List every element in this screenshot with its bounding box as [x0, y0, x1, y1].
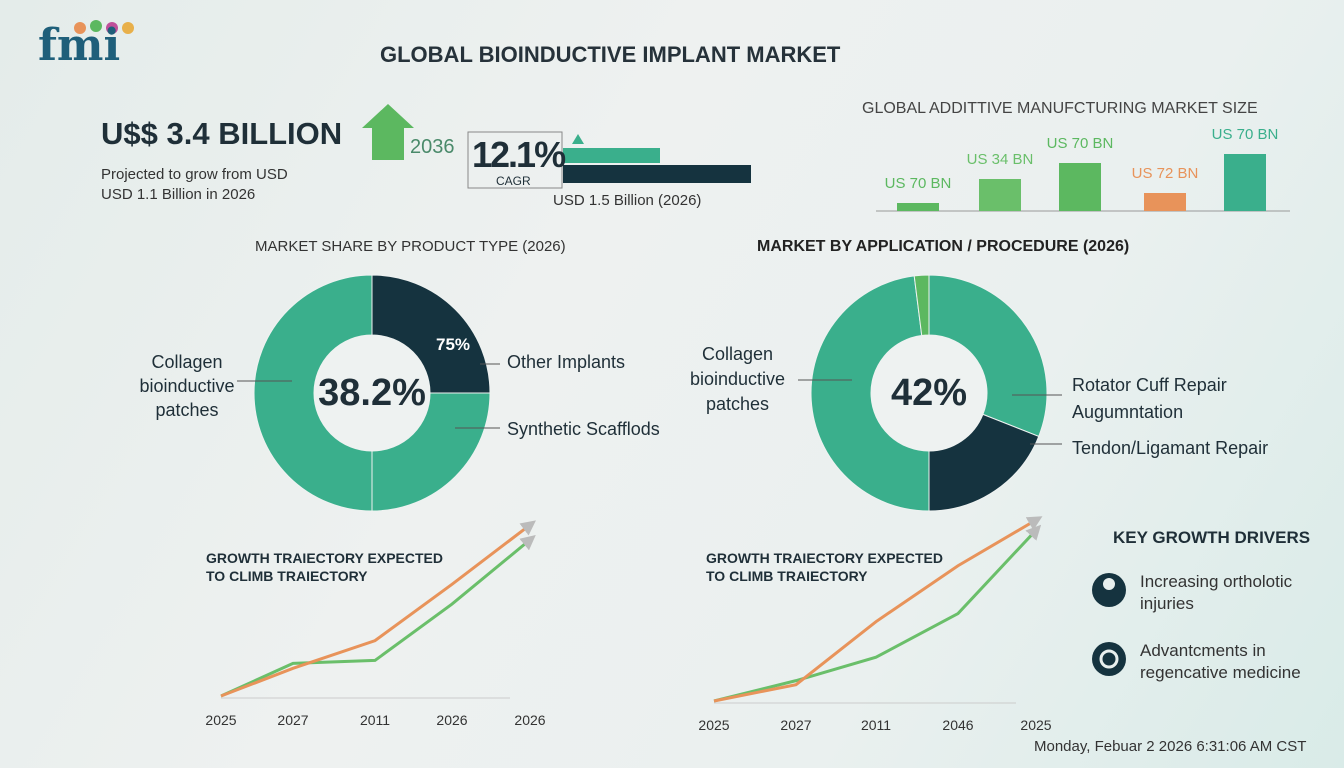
x-tick-label: 2025 [1020, 717, 1052, 733]
headline-note: Projected to grow from USD [101, 166, 288, 183]
chart-title: GROWTH TRAIECTORY EXPECTED TO CLIMB TRAI… [706, 550, 943, 584]
x-tick-label: 2026 [436, 712, 468, 728]
bar [1059, 163, 1101, 211]
x-tick-label: 2026 [514, 712, 546, 728]
logo-dot [106, 22, 118, 34]
chart-title: GLOBAL ADDITTIVE MANUFCTURING MARKET SIZ… [862, 100, 1258, 117]
bar [1224, 154, 1266, 211]
cagr-value: 12.1% [472, 134, 566, 175]
drivers-title: KEY GROWTH DRIVERS [1113, 528, 1311, 547]
cagr-label: CAGR [496, 174, 531, 188]
trend-line [713, 524, 1042, 703]
x-tick-label: 2046 [942, 717, 974, 733]
cagr-bar [563, 165, 751, 183]
headline-note: USD 1.1 Billion in 2026 [101, 186, 256, 203]
slice-label: Synthetic Scafflods [507, 419, 660, 439]
title: GLOBAL BIOINDUCTIVE IMPLANT MARKET [380, 42, 841, 67]
trend-line [713, 516, 1043, 703]
slice-label: Rotator Cuff Repair Augumntation [1072, 375, 1227, 422]
x-tick-label: 2011 [860, 717, 892, 733]
x-tick-label: 2025 [698, 717, 730, 733]
chart-title: GROWTH TRAIECTORY EXPECTED TO CLIMB TRAI… [206, 550, 443, 584]
logo-dot [122, 22, 134, 34]
bar-label: US 70 BN [1211, 126, 1279, 143]
trend-line [220, 535, 536, 698]
slice-annotation: 75% [436, 335, 471, 354]
logo-dot [74, 22, 86, 34]
x-tick-label: 2025 [205, 712, 237, 728]
slice-label: Collagen bioinductive patches [139, 352, 235, 420]
logo-dot [90, 20, 102, 32]
bar-label: US 70 BN [884, 175, 952, 192]
driver-text: Increasing ortholotic injuries [1140, 572, 1293, 613]
bar [1144, 193, 1186, 211]
cagr-box [467, 131, 563, 189]
chart-title: MARKET BY APPLICATION / PROCEDURE (2026) [757, 238, 1130, 255]
chart-title: MARKET SHARE BY PRODUCT TYPE (2026) [255, 238, 566, 255]
driver-icon [1103, 578, 1115, 590]
x-tick-label: 2011 [359, 712, 391, 728]
cagr-bar [563, 148, 660, 163]
driver-icon [1099, 649, 1119, 669]
driver-icon [1092, 642, 1126, 676]
bar [897, 203, 939, 211]
bar-label: US 72 BN [1131, 165, 1199, 182]
center-label: 38.2% [318, 372, 426, 414]
center-label: 42% [890, 372, 968, 414]
x-tick-label: 2027 [780, 717, 812, 733]
up-arrow [362, 104, 414, 160]
cagr-arrow [572, 134, 584, 144]
bar-label: US 34 BN [966, 151, 1034, 168]
cagr-note: USD 1.5 Billion (2026) [553, 192, 702, 209]
logo: fmi [38, 20, 121, 71]
headline-value: U$$ 3.4 BILLION [101, 116, 343, 151]
headline-year: 2036 [410, 136, 455, 158]
trend-line [220, 520, 536, 698]
slice-label: Other Implants [507, 352, 626, 372]
footer-timestamp: Monday, Febuar 2 2026 6:31:06 AM CST [1034, 738, 1307, 755]
driver-text: Advantcments in regencative medicine [1140, 641, 1301, 682]
bar [979, 179, 1021, 211]
donut-hole [314, 335, 430, 451]
donut-hole [871, 335, 987, 451]
x-tick-label: 2027 [277, 712, 309, 728]
slice-label: Collagen bioinductive patches [689, 344, 786, 414]
bar-label: US 70 BN [1046, 135, 1114, 152]
slice-label: Tendon/Ligamant Repair [1072, 438, 1269, 458]
